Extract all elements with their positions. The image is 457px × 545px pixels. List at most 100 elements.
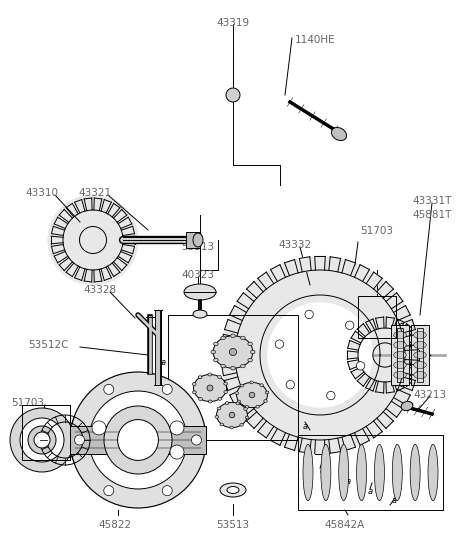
Polygon shape xyxy=(113,258,127,270)
Ellipse shape xyxy=(236,402,239,405)
Polygon shape xyxy=(393,306,410,320)
Polygon shape xyxy=(94,198,102,211)
Circle shape xyxy=(92,421,106,435)
Bar xyxy=(168,315,298,440)
Text: 43328: 43328 xyxy=(84,285,117,295)
Text: 45822: 45822 xyxy=(98,520,132,530)
Text: 43331T: 43331T xyxy=(412,196,452,206)
Polygon shape xyxy=(118,217,132,228)
Text: a: a xyxy=(345,477,351,486)
Circle shape xyxy=(229,348,237,355)
Ellipse shape xyxy=(237,383,267,408)
Polygon shape xyxy=(403,335,418,346)
Polygon shape xyxy=(386,293,403,309)
Polygon shape xyxy=(412,351,423,359)
Circle shape xyxy=(170,445,184,459)
Polygon shape xyxy=(246,282,263,298)
Ellipse shape xyxy=(245,416,249,419)
Polygon shape xyxy=(366,378,377,391)
Ellipse shape xyxy=(198,376,202,379)
Ellipse shape xyxy=(217,402,247,428)
Polygon shape xyxy=(348,360,360,370)
Polygon shape xyxy=(376,317,384,329)
Circle shape xyxy=(229,412,235,418)
Polygon shape xyxy=(258,421,274,438)
Ellipse shape xyxy=(221,364,225,368)
Circle shape xyxy=(104,486,114,495)
Polygon shape xyxy=(393,319,404,332)
Polygon shape xyxy=(258,272,274,289)
Polygon shape xyxy=(224,377,241,390)
Polygon shape xyxy=(399,319,415,333)
Ellipse shape xyxy=(414,331,426,338)
Polygon shape xyxy=(405,350,419,360)
Ellipse shape xyxy=(218,376,221,378)
Polygon shape xyxy=(355,265,369,281)
Circle shape xyxy=(74,435,85,445)
Polygon shape xyxy=(400,373,413,386)
Text: a: a xyxy=(303,422,308,431)
Polygon shape xyxy=(54,217,68,228)
Polygon shape xyxy=(74,267,85,281)
Ellipse shape xyxy=(256,405,260,408)
Polygon shape xyxy=(271,428,286,445)
Polygon shape xyxy=(221,350,235,360)
Bar xyxy=(358,296,396,338)
Ellipse shape xyxy=(401,401,413,410)
Ellipse shape xyxy=(213,358,218,362)
Polygon shape xyxy=(59,258,73,270)
Ellipse shape xyxy=(193,310,207,318)
Circle shape xyxy=(207,385,213,391)
Polygon shape xyxy=(351,331,364,343)
Circle shape xyxy=(162,384,172,395)
Polygon shape xyxy=(52,245,64,254)
Polygon shape xyxy=(342,434,356,450)
Polygon shape xyxy=(348,341,360,350)
Polygon shape xyxy=(393,378,404,391)
Text: 53513: 53513 xyxy=(217,520,250,530)
Polygon shape xyxy=(347,351,358,359)
Ellipse shape xyxy=(208,373,212,376)
Polygon shape xyxy=(101,267,112,281)
Polygon shape xyxy=(222,335,237,346)
Ellipse shape xyxy=(374,444,384,501)
Text: 43332: 43332 xyxy=(278,240,312,250)
Text: 45881T: 45881T xyxy=(412,210,452,220)
Ellipse shape xyxy=(231,366,235,370)
Ellipse shape xyxy=(414,352,426,359)
Ellipse shape xyxy=(193,233,203,247)
Text: 51703: 51703 xyxy=(360,226,393,236)
Circle shape xyxy=(226,88,240,102)
Ellipse shape xyxy=(331,128,346,141)
Ellipse shape xyxy=(224,382,228,385)
Ellipse shape xyxy=(414,372,426,378)
Ellipse shape xyxy=(414,361,426,368)
Polygon shape xyxy=(366,272,382,289)
Ellipse shape xyxy=(192,383,196,385)
Polygon shape xyxy=(230,390,246,404)
Ellipse shape xyxy=(193,374,227,402)
Circle shape xyxy=(267,302,373,408)
Bar xyxy=(411,325,429,385)
Text: a: a xyxy=(392,496,397,505)
Polygon shape xyxy=(101,199,112,213)
Polygon shape xyxy=(329,438,340,453)
Circle shape xyxy=(162,486,172,495)
Ellipse shape xyxy=(208,400,212,403)
Ellipse shape xyxy=(410,444,420,501)
Ellipse shape xyxy=(227,487,239,494)
Ellipse shape xyxy=(393,372,406,378)
Ellipse shape xyxy=(240,384,244,387)
Ellipse shape xyxy=(217,407,221,410)
Polygon shape xyxy=(246,412,263,428)
Ellipse shape xyxy=(260,384,263,386)
Bar xyxy=(22,405,70,460)
Polygon shape xyxy=(122,226,134,235)
Text: 43321: 43321 xyxy=(79,188,112,198)
Ellipse shape xyxy=(230,426,234,429)
Text: 53512C: 53512C xyxy=(28,340,69,350)
Ellipse shape xyxy=(237,400,240,403)
Polygon shape xyxy=(66,203,78,217)
Polygon shape xyxy=(400,324,413,337)
Text: 43319: 43319 xyxy=(217,18,250,28)
